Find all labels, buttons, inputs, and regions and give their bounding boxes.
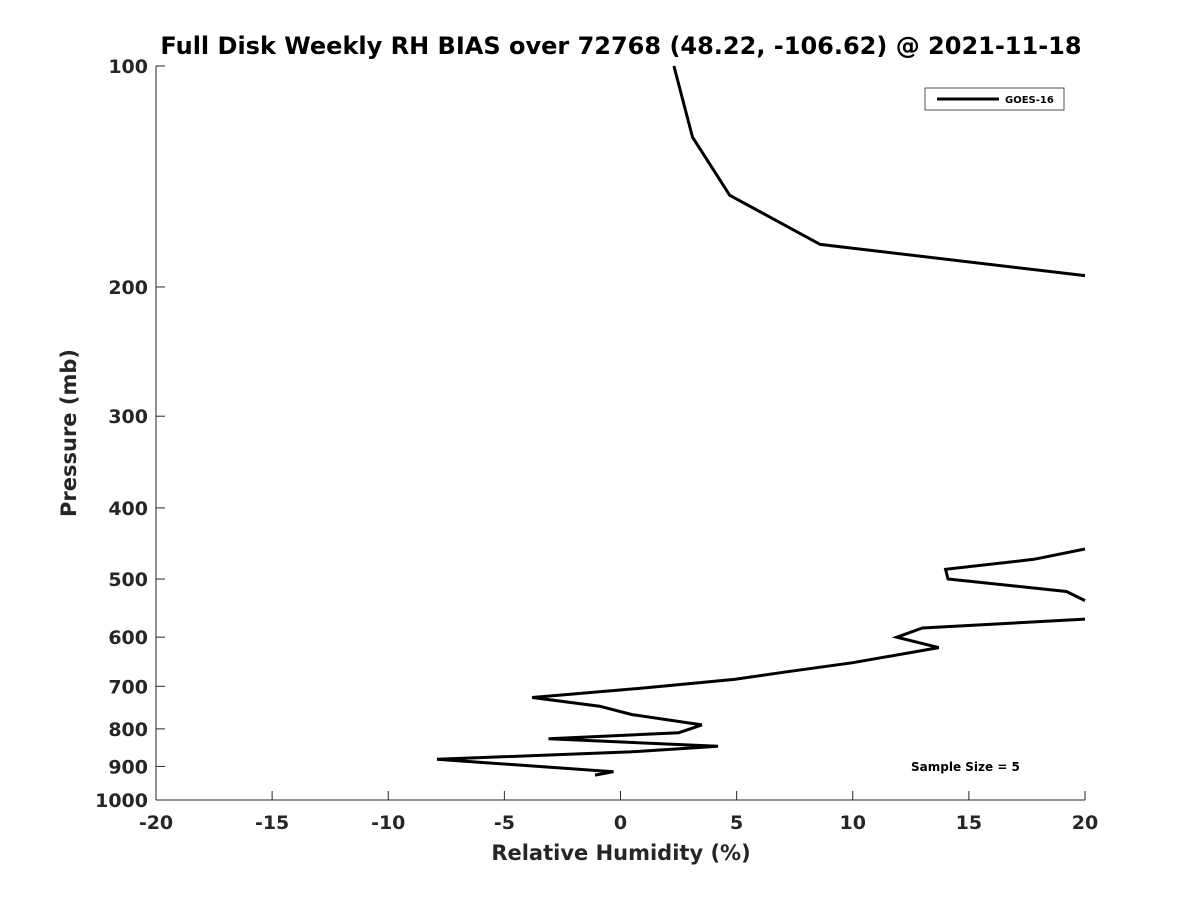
- series-layer: [436, 65, 1086, 777]
- chart-title: Full Disk Weekly RH BIAS over 72768 (48.…: [160, 32, 1081, 60]
- x-tick-label: 15: [956, 812, 982, 834]
- y-tick-label: 300: [108, 406, 148, 428]
- y-tick-label: 600: [108, 627, 148, 649]
- y-tick-label: 700: [108, 676, 148, 698]
- y-tick-label: 500: [108, 569, 148, 591]
- y-axis-label: Pressure (mb): [57, 349, 81, 517]
- x-tick-label: -20: [139, 812, 173, 834]
- x-tick-label: -10: [371, 812, 405, 834]
- y-tick-label: 800: [108, 719, 148, 741]
- x-tick-label: 0: [614, 812, 627, 834]
- y-tick-label: 900: [108, 756, 148, 778]
- x-tick-label: 20: [1072, 812, 1098, 834]
- series-line-goes-16-segment-2: [943, 547, 1086, 602]
- y-tick-label: 1000: [95, 790, 148, 812]
- y-tick-label: 100: [108, 56, 148, 78]
- legend-label-goes-16: GOES-16: [1005, 95, 1054, 106]
- x-tick-label: -5: [494, 812, 515, 834]
- series-line-goes-16-segment-1: [672, 65, 1086, 278]
- y-tick-label: 400: [108, 498, 148, 520]
- x-ticks: -20 -15 -10 -5 0 5 10 15 20: [139, 791, 1098, 834]
- y-tick-label: 200: [108, 277, 148, 299]
- series-line-goes-16-segment-3: [436, 617, 1086, 777]
- y-ticks: 100 200 300 400 500 600 700 800 900 1000: [95, 56, 165, 812]
- legend: GOES-16: [924, 87, 1065, 111]
- sample-size-annotation: Sample Size = 5: [911, 760, 1020, 774]
- x-tick-label: -15: [255, 812, 289, 834]
- x-tick-label: 10: [840, 812, 866, 834]
- x-axis-label: Relative Humidity (%): [491, 841, 750, 865]
- x-tick-label: 5: [730, 812, 743, 834]
